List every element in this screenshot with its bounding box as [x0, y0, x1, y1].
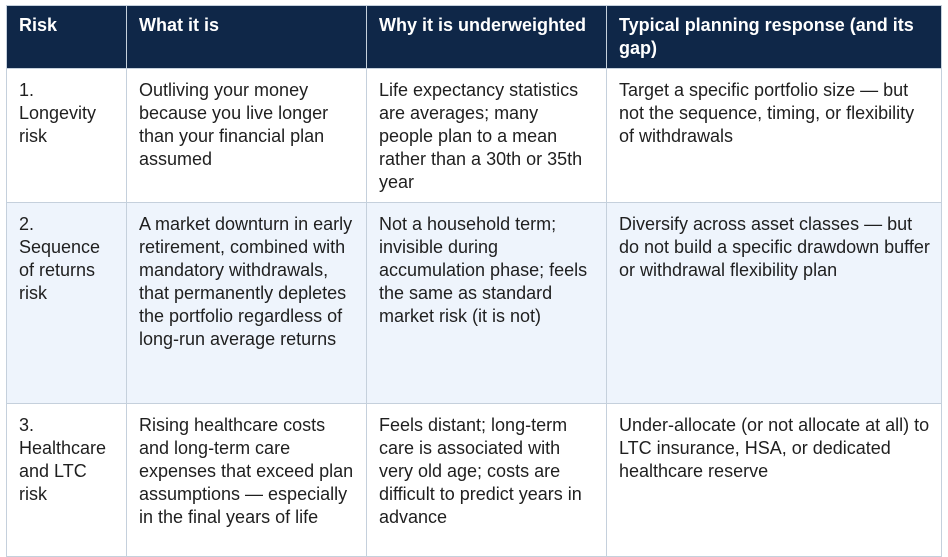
header-cell: What it is: [126, 5, 367, 69]
table-body: 1. Longevity risk Outliving your money be…: [6, 68, 942, 557]
table-row: 1. Longevity risk Outliving your money be…: [6, 68, 942, 203]
header-cell: Typical planning response (and its gap): [606, 5, 942, 69]
risk-table: Risk What it is Why it is underweighted …: [6, 5, 942, 557]
table-cell: Feels distant; long-term care is associa…: [366, 403, 607, 557]
header-cell: Risk: [6, 5, 127, 69]
table-cell: Diversify across asset classes — but do …: [606, 202, 942, 404]
header-cell: Why it is underweighted: [366, 5, 607, 69]
table-row: 3. Healthcare and LTC risk Rising healthc…: [6, 403, 942, 557]
table-cell: 2. Sequence of returns risk: [6, 202, 127, 404]
table-cell: 3. Healthcare and LTC risk: [6, 403, 127, 557]
table-cell: Target a specific portfolio size — but n…: [606, 68, 942, 203]
table-cell: Not a household term; invisible during a…: [366, 202, 607, 404]
header-row: Risk What it is Why it is underweighted …: [6, 5, 942, 69]
table-cell: Life expectancy statistics are averages;…: [366, 68, 607, 203]
table-row: 2. Sequence of returns risk A market down…: [6, 202, 942, 404]
table-cell: Rising healthcare costs and long-term ca…: [126, 403, 367, 557]
table-cell: Under-allocate (or not allocate at all) …: [606, 403, 942, 557]
table-cell: A market downturn in early retirement, c…: [126, 202, 367, 404]
table-cell: 1. Longevity risk: [6, 68, 127, 203]
table-cell: Outliving your money because you live lo…: [126, 68, 367, 203]
